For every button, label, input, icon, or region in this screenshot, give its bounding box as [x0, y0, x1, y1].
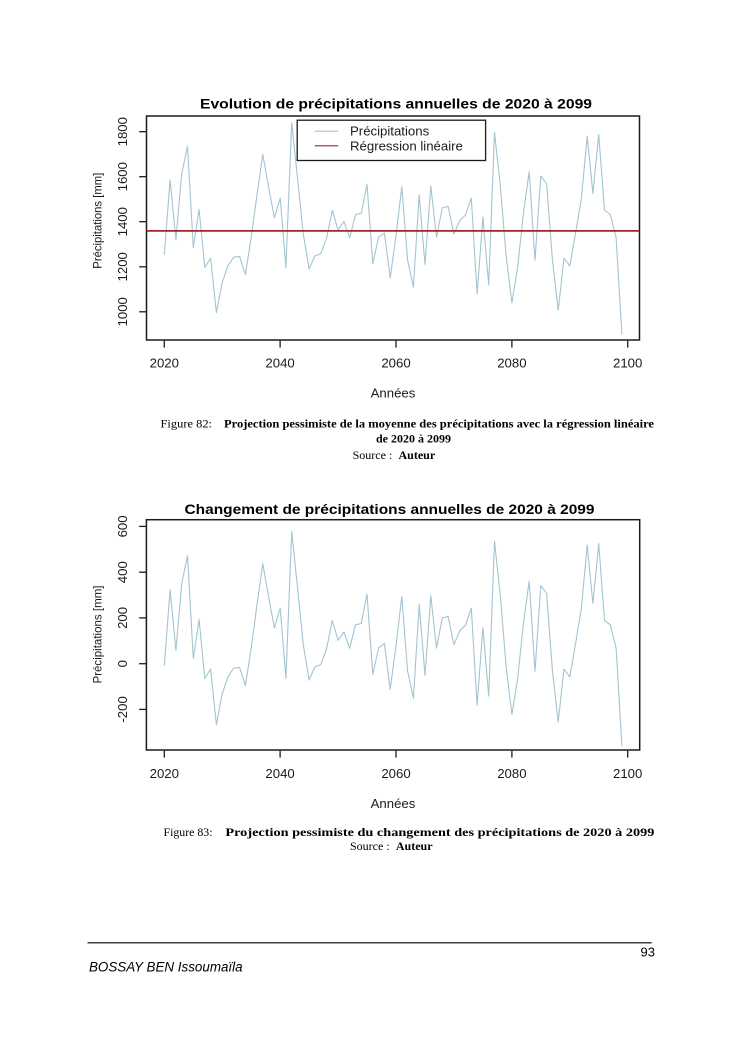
svg-text:Auteur: Auteur	[399, 448, 436, 462]
svg-text:2060: 2060	[381, 356, 410, 371]
svg-text:Précipitations [mm]: Précipitations [mm]	[92, 586, 105, 684]
svg-text:2020: 2020	[150, 356, 179, 371]
svg-text:Evolution de précipitations an: Evolution de précipitations annuelles de…	[200, 96, 592, 112]
svg-text:Projection pessimiste de la mo: Projection pessimiste de la moyenne des …	[224, 417, 655, 431]
svg-text:2080: 2080	[497, 766, 526, 781]
svg-text:1200: 1200	[115, 252, 130, 281]
svg-text:Source :: Source :	[353, 448, 393, 462]
svg-text:Auteur: Auteur	[396, 839, 433, 853]
svg-text:Figure 83:: Figure 83:	[164, 825, 213, 839]
svg-text:-200: -200	[115, 696, 130, 722]
svg-text:Régression linéaire: Régression linéaire	[350, 138, 463, 153]
svg-text:Changement de précipitations a: Changement de précipitations annuelles d…	[185, 501, 595, 517]
svg-text:Précipitations: Précipitations	[350, 124, 430, 139]
svg-text:2060: 2060	[381, 766, 410, 781]
svg-text:Figure 82:: Figure 82:	[161, 417, 213, 431]
svg-text:0: 0	[115, 660, 130, 667]
svg-text:200: 200	[115, 607, 130, 629]
svg-text:400: 400	[115, 561, 130, 583]
svg-text:2100: 2100	[613, 766, 642, 781]
svg-text:Années: Années	[371, 386, 416, 401]
svg-text:2020: 2020	[150, 766, 179, 781]
svg-text:1600: 1600	[115, 162, 130, 191]
svg-text:Précipitations [mm]: Précipitations [mm]	[92, 173, 105, 269]
svg-text:1000: 1000	[115, 297, 130, 326]
svg-text:Projection pessimiste du chang: Projection pessimiste du changement des …	[225, 825, 654, 839]
svg-text:1400: 1400	[115, 207, 130, 236]
svg-text:Années: Années	[371, 796, 416, 811]
svg-text:1800: 1800	[115, 117, 130, 146]
svg-text:600: 600	[115, 515, 130, 537]
svg-text:Source :: Source :	[350, 839, 390, 853]
svg-text:de 2020 à 2099: de 2020 à 2099	[376, 432, 451, 446]
svg-text:2040: 2040	[265, 356, 294, 371]
svg-text:93: 93	[641, 945, 655, 960]
svg-text:2040: 2040	[265, 766, 294, 781]
svg-text:2080: 2080	[497, 356, 526, 371]
svg-text:2100: 2100	[613, 356, 642, 371]
svg-text:BOSSAY BEN Issoumaïla: BOSSAY BEN Issoumaïla	[89, 960, 243, 975]
